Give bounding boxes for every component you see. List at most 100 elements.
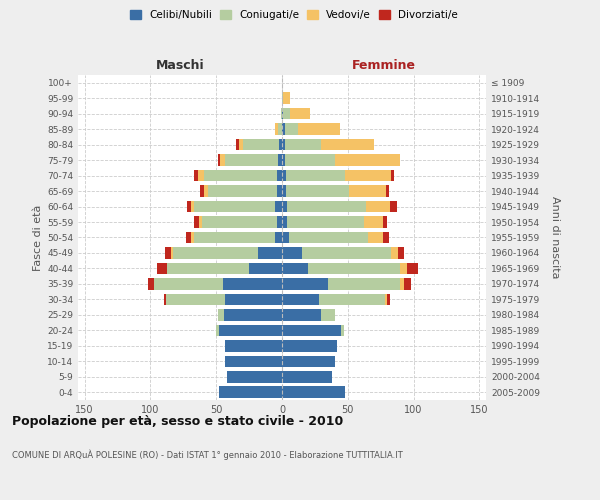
Bar [400,278,404,289]
Bar [216,324,219,336]
Bar [220,154,226,166]
Bar [282,139,284,150]
Bar [328,278,400,289]
Bar [282,170,286,181]
Y-axis label: Fasce di età: Fasce di età [33,204,43,270]
Bar [404,278,411,289]
Y-axis label: Anni di nascita: Anni di nascita [550,196,560,279]
Bar [341,324,344,336]
Bar [287,216,364,228]
Bar [275,200,282,212]
Bar [280,139,282,150]
Bar [349,186,386,197]
Bar [226,294,282,305]
Bar [335,154,400,166]
Bar [282,278,328,289]
Bar [173,247,259,259]
Bar [165,247,172,259]
Text: Popolazione per età, sesso e stato civile - 2010: Popolazione per età, sesso e stato civil… [12,415,343,428]
Bar [282,247,302,259]
Bar [345,170,391,181]
Bar [282,371,332,382]
Bar [283,108,290,120]
Bar [289,232,368,243]
Bar [282,232,289,243]
Bar [148,278,154,289]
Bar [284,154,335,166]
Bar [282,324,341,336]
Bar [282,262,308,274]
Bar [167,262,249,274]
Bar [202,216,277,228]
Bar [400,262,407,274]
Bar [286,186,349,197]
Bar [368,232,383,243]
Bar [282,340,337,351]
Bar [227,371,282,382]
Bar [239,139,242,150]
Bar [259,247,282,259]
Bar [205,170,277,181]
Bar [172,247,173,259]
Bar [282,216,287,228]
Bar [205,186,208,197]
Bar [283,92,290,104]
Bar [219,386,282,398]
Bar [242,139,280,150]
Bar [391,247,398,259]
Bar [194,170,198,181]
Bar [281,108,282,120]
Bar [302,247,391,259]
Bar [277,186,282,197]
Bar [218,309,224,320]
Bar [277,170,282,181]
Text: Maschi: Maschi [155,60,205,72]
Bar [194,200,275,212]
Bar [236,139,239,150]
Bar [282,309,322,320]
Bar [407,262,418,274]
Bar [194,232,275,243]
Bar [191,232,194,243]
Bar [278,124,282,135]
Bar [282,200,287,212]
Bar [391,170,394,181]
Bar [308,262,400,274]
Bar [366,200,390,212]
Bar [284,139,322,150]
Bar [166,294,226,305]
Bar [282,154,284,166]
Text: Femmine: Femmine [352,60,416,72]
Bar [198,170,205,181]
Bar [287,200,366,212]
Bar [398,247,404,259]
Bar [226,356,282,367]
Bar [282,294,319,305]
Bar [282,386,345,398]
Bar [275,232,282,243]
Bar [282,124,284,135]
Bar [186,232,191,243]
Bar [157,262,167,274]
Bar [278,154,282,166]
Bar [194,216,199,228]
Bar [364,216,383,228]
Bar [226,154,278,166]
Bar [187,200,191,212]
Bar [284,124,298,135]
Legend: Celibi/Nubili, Coniugati/e, Vedovi/e, Divorziati/e: Celibi/Nubili, Coniugati/e, Vedovi/e, Di… [128,8,460,22]
Bar [282,186,286,197]
Bar [164,294,166,305]
Bar [322,309,335,320]
Bar [199,216,202,228]
Bar [208,186,277,197]
Bar [319,294,385,305]
Bar [218,154,220,166]
Bar [390,200,397,212]
Bar [219,324,282,336]
Bar [224,309,282,320]
Bar [290,108,310,120]
Bar [154,278,223,289]
Bar [275,124,278,135]
Bar [223,278,282,289]
